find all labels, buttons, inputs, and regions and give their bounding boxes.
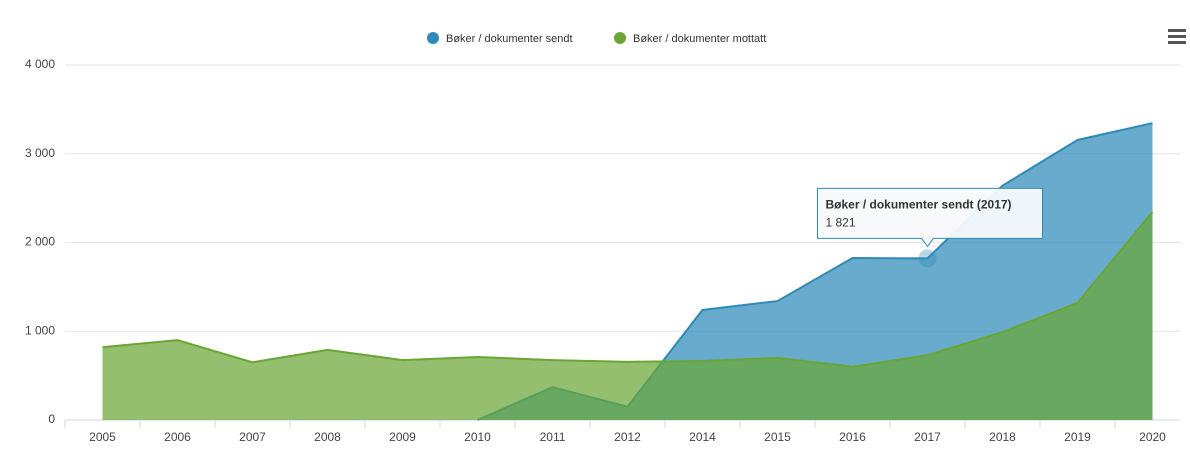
y-tick-label: 3 000: [25, 146, 55, 160]
legend-label: Bøker / dokumenter sendt: [446, 33, 573, 45]
x-tick-label: 2009: [389, 430, 416, 444]
x-tick-label: 2014: [689, 430, 716, 444]
legend-label: Bøker / dokumenter mottatt: [633, 33, 766, 45]
x-tick-label: 2007: [239, 430, 266, 444]
legend-marker: [427, 32, 439, 44]
menu-bar: [1168, 41, 1186, 44]
y-tick-label: 0: [48, 412, 55, 426]
area: [102, 211, 1153, 420]
x-tick-label: 2019: [1064, 430, 1091, 444]
x-tick-label: 2020: [1139, 430, 1166, 444]
x-tick-label: 2017: [914, 430, 941, 444]
tooltip-title: Bøker / dokumenter sendt (2017): [826, 198, 1012, 212]
tooltip-value: 1 821: [826, 216, 856, 230]
x-tick-label: 2011: [540, 430, 566, 444]
menu-bar: [1168, 29, 1186, 32]
x-tick-label: 2006: [164, 430, 191, 444]
x-tick-label: 2005: [89, 430, 116, 444]
legend-marker: [614, 32, 626, 44]
x-tick-label: 2018: [989, 430, 1016, 444]
x-tick-label: 2010: [464, 430, 491, 444]
x-tick-label: 2015: [764, 430, 791, 444]
y-tick-label: 2 000: [25, 235, 55, 249]
hover-marker: [918, 249, 937, 268]
y-tick-label: 1 000: [25, 323, 55, 337]
x-tick-label: 2016: [839, 430, 866, 444]
menu-icon[interactable]: [1168, 29, 1186, 44]
tooltip-box: [817, 187, 1043, 248]
x-tick-label: 2008: [314, 430, 341, 444]
x-tick-label: 2012: [614, 430, 641, 444]
line: [102, 211, 1154, 368]
y-tick-label: 4 000: [25, 57, 55, 71]
menu-bar: [1168, 35, 1186, 38]
